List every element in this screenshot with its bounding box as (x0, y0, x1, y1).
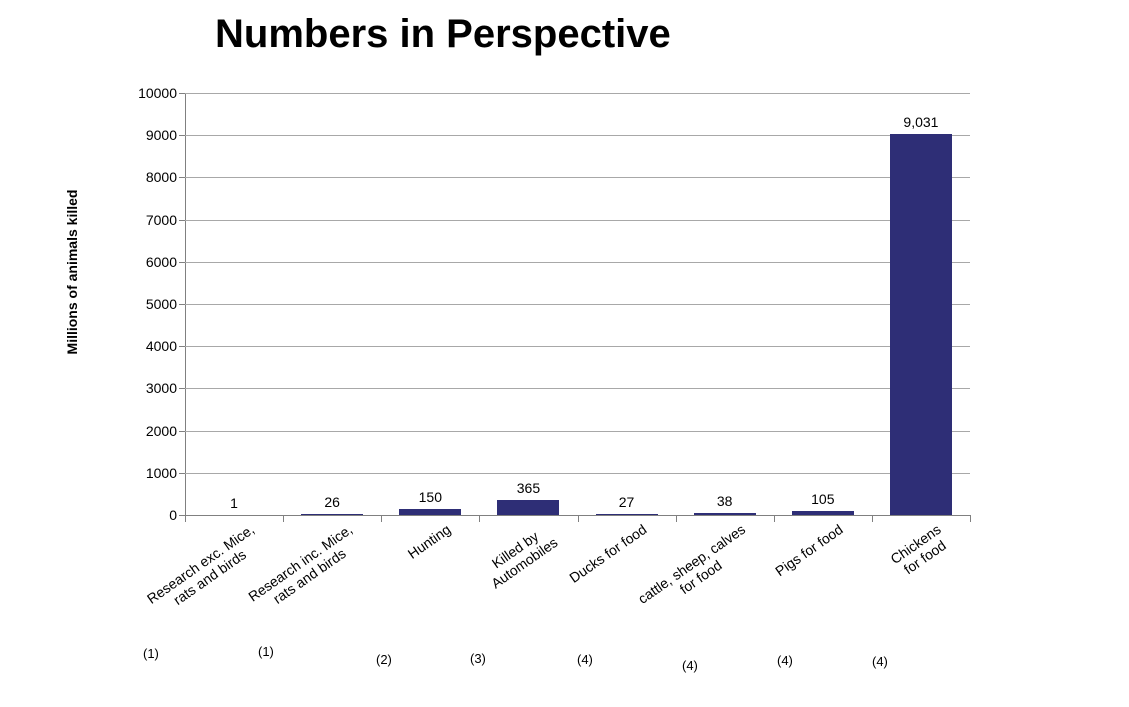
category-label: Hunting (404, 521, 454, 562)
y-tick-label: 3000 (145, 380, 177, 397)
y-tick-label: 0 (169, 507, 177, 523)
footnote-label: (4) (577, 652, 593, 667)
gridline (185, 219, 970, 221)
y-axis-tick (179, 304, 185, 305)
gridline (185, 135, 970, 137)
gridline (185, 304, 970, 305)
y-tick-label: 1000 (145, 464, 177, 481)
x-axis-tick (675, 516, 677, 522)
bar-value-label: 1 (230, 494, 238, 511)
footnote-label: (1) (258, 644, 274, 659)
gridline (185, 388, 970, 390)
x-axis-tick (577, 516, 579, 522)
x-axis-tick (381, 516, 383, 522)
bar (889, 133, 952, 515)
y-axis-tick (179, 93, 185, 94)
bar-value-label: 105 (811, 490, 835, 507)
y-axis-tick (179, 135, 185, 137)
y-tick-label: 5000 (145, 296, 177, 312)
footnote-label: (3) (470, 651, 486, 666)
footnote-label: (2) (376, 652, 392, 667)
category-label: Killed by Automobiles (488, 527, 561, 592)
y-axis-tick (179, 346, 185, 348)
footnote-label: (4) (682, 658, 698, 673)
gridline (185, 177, 970, 179)
y-tick-label: 10000 (138, 85, 177, 101)
bar-value-label: 27 (618, 493, 635, 510)
bar (301, 513, 364, 515)
gridline (185, 346, 970, 348)
y-axis-tick (179, 177, 185, 179)
footnote-label: (1) (143, 646, 159, 661)
gridline (185, 93, 970, 94)
footnote-label: (4) (777, 653, 793, 668)
category-label: Pigs for food (772, 521, 846, 580)
x-axis-tick (185, 516, 186, 522)
bar-value-label: 26 (324, 493, 340, 510)
bar-value-label: 9,031 (903, 113, 939, 130)
x-axis-line (185, 515, 971, 516)
x-axis-tick (871, 516, 873, 522)
chart-title: Numbers in Perspective (215, 12, 671, 56)
y-tick-label: 7000 (145, 211, 177, 228)
x-axis-tick (479, 516, 481, 522)
y-tick-label: 8000 (145, 169, 177, 186)
y-axis-title: Millions of animals killed (64, 189, 80, 355)
y-axis-tick (179, 219, 185, 221)
category-label: Chickens for food (887, 521, 950, 578)
bar (399, 508, 462, 515)
y-axis-tick (179, 388, 185, 390)
bar (693, 513, 756, 515)
y-tick-label: 9000 (145, 127, 177, 144)
bar (497, 499, 560, 515)
y-tick-label: 4000 (145, 338, 177, 355)
y-axis-tick (179, 261, 185, 263)
footnote-label: (4) (872, 654, 888, 669)
category-label: Research exc. Mice, rats and birds (144, 521, 258, 608)
gridline (185, 261, 970, 263)
x-axis-tick (970, 516, 971, 522)
bar-value-label: 38 (716, 493, 733, 510)
x-axis-tick (773, 516, 775, 522)
y-axis-tick (179, 430, 185, 432)
category-label: Research inc. Mice, rats and birds (245, 521, 356, 607)
bar (791, 510, 854, 515)
bar-value-label: 365 (516, 479, 541, 496)
y-axis-tick (179, 515, 185, 516)
category-label: cattle, sheep, calves for food (634, 521, 748, 607)
gridline (185, 472, 970, 474)
y-axis-tick (179, 472, 185, 474)
y-tick-label: 6000 (145, 253, 177, 270)
category-label: Ducks for food (566, 521, 650, 586)
bar-value-label: 150 (418, 488, 442, 505)
bar (595, 513, 658, 515)
gridline (185, 430, 970, 432)
y-tick-label: 2000 (145, 422, 177, 439)
x-axis-tick (283, 516, 285, 522)
